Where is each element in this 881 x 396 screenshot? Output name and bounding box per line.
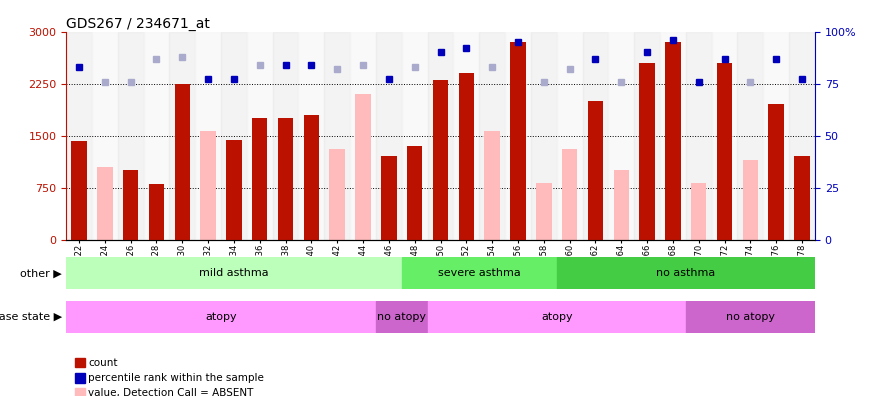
Bar xyxy=(407,146,422,240)
Bar xyxy=(122,170,138,240)
Bar xyxy=(454,32,479,240)
Text: atopy: atopy xyxy=(205,312,237,322)
Text: no asthma: no asthma xyxy=(656,268,715,278)
Bar xyxy=(299,32,324,240)
Bar xyxy=(582,32,609,240)
Bar xyxy=(149,184,164,240)
Bar xyxy=(376,32,402,240)
Text: count: count xyxy=(88,358,117,368)
Bar xyxy=(640,63,655,240)
Bar xyxy=(562,149,577,240)
Bar xyxy=(795,156,810,240)
Bar xyxy=(588,101,603,240)
Bar xyxy=(613,170,629,240)
Text: GDS267 / 234671_at: GDS267 / 234671_at xyxy=(66,17,210,30)
Bar xyxy=(221,32,247,240)
Text: no atopy: no atopy xyxy=(726,312,775,322)
Bar xyxy=(226,141,241,240)
Text: severe asthma: severe asthma xyxy=(438,268,521,278)
Bar xyxy=(118,32,144,240)
Bar xyxy=(402,32,427,240)
Bar xyxy=(479,32,505,240)
Text: value, Detection Call = ABSENT: value, Detection Call = ABSENT xyxy=(88,388,254,396)
Bar xyxy=(531,32,557,240)
Bar xyxy=(174,84,190,240)
Bar xyxy=(640,125,655,240)
Bar xyxy=(743,160,759,240)
Text: atopy: atopy xyxy=(541,312,573,322)
Bar xyxy=(324,32,350,240)
Bar xyxy=(350,32,376,240)
Bar xyxy=(71,141,86,240)
Bar xyxy=(427,32,454,240)
Bar xyxy=(92,32,118,240)
Bar xyxy=(272,32,299,240)
Bar xyxy=(433,80,448,240)
Bar xyxy=(355,94,371,240)
Bar xyxy=(717,63,732,240)
Bar xyxy=(712,32,737,240)
Text: percentile rank within the sample: percentile rank within the sample xyxy=(88,373,264,383)
Bar xyxy=(169,32,196,240)
Bar xyxy=(459,73,474,240)
Bar xyxy=(252,118,268,240)
Bar xyxy=(304,115,319,240)
Bar xyxy=(789,32,815,240)
Bar xyxy=(660,32,685,240)
Bar xyxy=(691,183,707,240)
Bar xyxy=(427,301,685,333)
Bar xyxy=(66,301,376,333)
Bar xyxy=(685,32,712,240)
Bar xyxy=(768,105,784,240)
Bar xyxy=(510,42,526,240)
Bar xyxy=(381,156,396,240)
Text: disease state ▶: disease state ▶ xyxy=(0,312,62,322)
Bar xyxy=(97,167,113,240)
Bar xyxy=(536,183,552,240)
Text: other ▶: other ▶ xyxy=(20,268,62,278)
Text: no atopy: no atopy xyxy=(377,312,426,322)
Bar xyxy=(329,149,345,240)
Bar xyxy=(737,32,763,240)
Bar xyxy=(247,32,272,240)
Bar xyxy=(557,257,815,289)
Bar xyxy=(278,118,293,240)
Bar xyxy=(557,32,582,240)
Bar xyxy=(609,32,634,240)
Bar xyxy=(66,32,92,240)
Bar xyxy=(144,32,169,240)
Bar xyxy=(196,32,221,240)
Bar xyxy=(376,301,427,333)
Bar xyxy=(200,131,216,240)
Bar xyxy=(763,32,789,240)
Bar xyxy=(402,257,557,289)
Bar xyxy=(66,257,402,289)
Bar xyxy=(685,301,815,333)
Bar xyxy=(505,32,531,240)
Bar xyxy=(665,42,681,240)
Bar xyxy=(485,131,500,240)
Text: mild asthma: mild asthma xyxy=(199,268,269,278)
Bar xyxy=(634,32,660,240)
